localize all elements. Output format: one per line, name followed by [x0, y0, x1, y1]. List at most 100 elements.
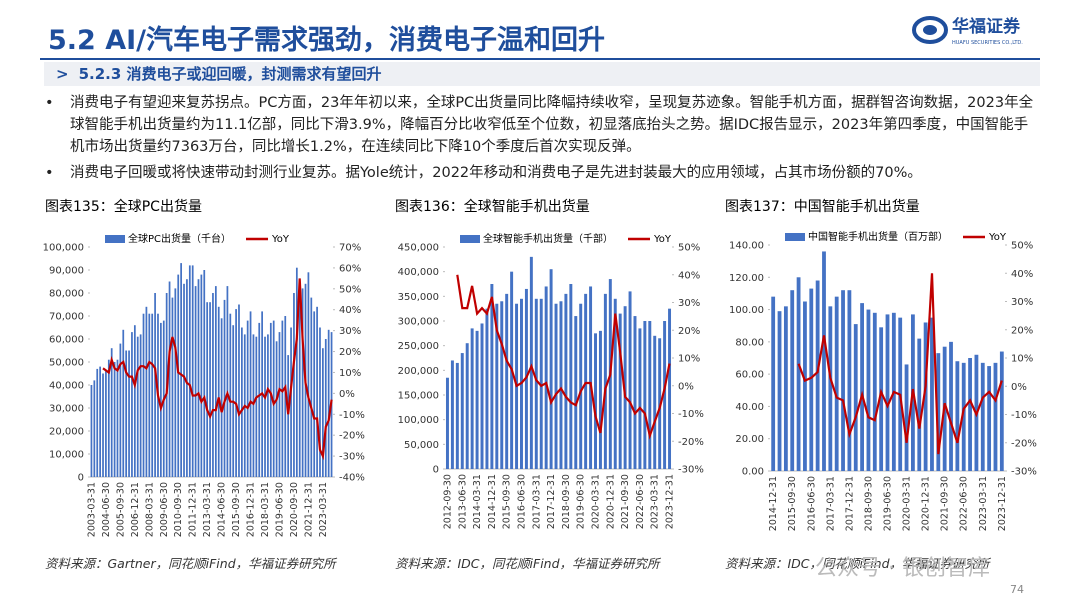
bar — [327, 329, 330, 477]
legend-label: YoY — [653, 234, 672, 245]
x-tick-label: 2016-12-31 — [246, 482, 257, 537]
y2-tick-label: -40% — [339, 473, 365, 484]
y2-tick-label: -10% — [678, 409, 704, 420]
bar — [500, 301, 504, 469]
bar — [872, 312, 877, 471]
bar — [485, 308, 489, 469]
title-rule — [40, 58, 1040, 60]
x-tick-label: 2014-06-30 — [217, 482, 228, 537]
bar — [465, 343, 469, 469]
bar — [110, 348, 113, 477]
x-tick-label: 2015-09-30 — [787, 476, 798, 531]
bar — [214, 286, 217, 477]
bar — [653, 335, 657, 469]
bar — [180, 263, 182, 477]
bar — [241, 327, 243, 477]
y-tick-label: 40,000 — [49, 381, 84, 392]
bar — [860, 303, 864, 471]
bar — [534, 298, 538, 469]
y-tick-label: 70,000 — [49, 312, 84, 323]
bar — [252, 334, 255, 477]
y2-tick-label: 10% — [339, 368, 361, 379]
legend-swatch — [785, 233, 805, 241]
y2-tick-label: 60% — [339, 263, 361, 274]
source-note: 资料来源：Gartner，同花顺iFind，华福证券研究所 — [45, 556, 338, 571]
bar — [113, 362, 116, 477]
line — [456, 274, 671, 440]
bar — [470, 328, 474, 469]
y-tick-label: 20,000 — [49, 427, 84, 438]
legend-label: YoY — [271, 234, 290, 245]
legend-swatch — [460, 235, 480, 243]
bar — [186, 279, 188, 477]
x-tick-label: 2015-09-30 — [231, 482, 242, 537]
bar — [313, 311, 316, 477]
bar — [133, 325, 136, 477]
y2-tick-label: -10% — [1011, 410, 1037, 421]
y-tick-label: 400,000 — [398, 267, 439, 278]
bar — [936, 353, 941, 471]
bar — [968, 358, 972, 471]
x-tick-label: 2014-03-31 — [472, 474, 483, 529]
x-tick-label: 2016-06-30 — [516, 474, 527, 529]
chart-caption: 图表137：中国智能手机出货量 — [725, 198, 920, 215]
bar — [322, 348, 324, 477]
bar — [796, 277, 801, 471]
bar — [287, 355, 290, 477]
x-tick-label: 2018-09-30 — [863, 476, 874, 531]
x-tick-label: 2022-06-30 — [635, 474, 646, 529]
bar — [316, 306, 318, 477]
bar — [539, 298, 543, 469]
bar — [264, 336, 266, 477]
y-tick-label: 300,000 — [398, 317, 439, 328]
bar — [648, 321, 652, 469]
x-tick-label: 2013-03-31 — [202, 482, 213, 537]
y2-tick-label: -30% — [678, 465, 704, 476]
bar — [455, 362, 459, 469]
legend-label: 全球智能手机出货量（千部） — [483, 232, 613, 245]
charts: 图表135：全球PC出货量 0 10,000 20,000 30,000 40,000 50… — [43, 198, 1037, 571]
x-tick-label: 2015-09-30 — [502, 474, 513, 529]
y2-tick-label: 0% — [1011, 382, 1027, 393]
bar — [574, 316, 578, 469]
bar — [90, 385, 93, 477]
bar — [174, 288, 177, 477]
bar — [177, 274, 180, 477]
x-tick-label: 2023-12-31 — [665, 474, 676, 529]
bar — [480, 323, 484, 469]
bar — [564, 293, 568, 469]
y-tick-label: 100.00 — [729, 305, 764, 316]
bullet: • 消费电子有望迎来复苏拐点。PC方面，23年年初以来，全球PC出货量同比降幅持续… — [45, 92, 1035, 158]
bar — [269, 322, 272, 477]
bullet-text: 消费电子回暖或将快速带动封测行业复苏。据Yole统计，2022年移动和消费电子是… — [70, 165, 922, 181]
y-tick-label: 10,000 — [49, 450, 84, 461]
bar — [128, 350, 130, 477]
y-tick-label: 250,000 — [398, 341, 439, 352]
bar — [235, 309, 237, 477]
y-tick-label: 40.00 — [735, 402, 764, 413]
y2-tick-label: 70% — [339, 243, 361, 254]
bar — [618, 313, 622, 469]
bar — [131, 332, 133, 477]
bar — [197, 279, 200, 477]
legend-swatch — [105, 235, 125, 243]
x-tick-label: 2014-12-31 — [768, 476, 779, 531]
bar — [183, 283, 185, 477]
y-tick-label: 200,000 — [398, 366, 439, 377]
bar — [643, 321, 647, 469]
y-tick-label: 50,000 — [49, 358, 84, 369]
bar — [310, 297, 313, 477]
bar — [238, 304, 240, 477]
bar — [200, 274, 203, 477]
y-tick-label: 0 — [433, 465, 439, 476]
bar — [107, 359, 110, 477]
bar — [125, 350, 128, 477]
bar — [301, 288, 304, 477]
y2-tick-label: 0% — [339, 389, 355, 400]
bar — [961, 362, 966, 471]
bar — [505, 293, 509, 469]
y2-tick-label: 50% — [678, 243, 700, 254]
x-tick-label: 2023-03-31 — [650, 474, 661, 529]
bar — [281, 320, 284, 477]
bar — [119, 343, 122, 477]
